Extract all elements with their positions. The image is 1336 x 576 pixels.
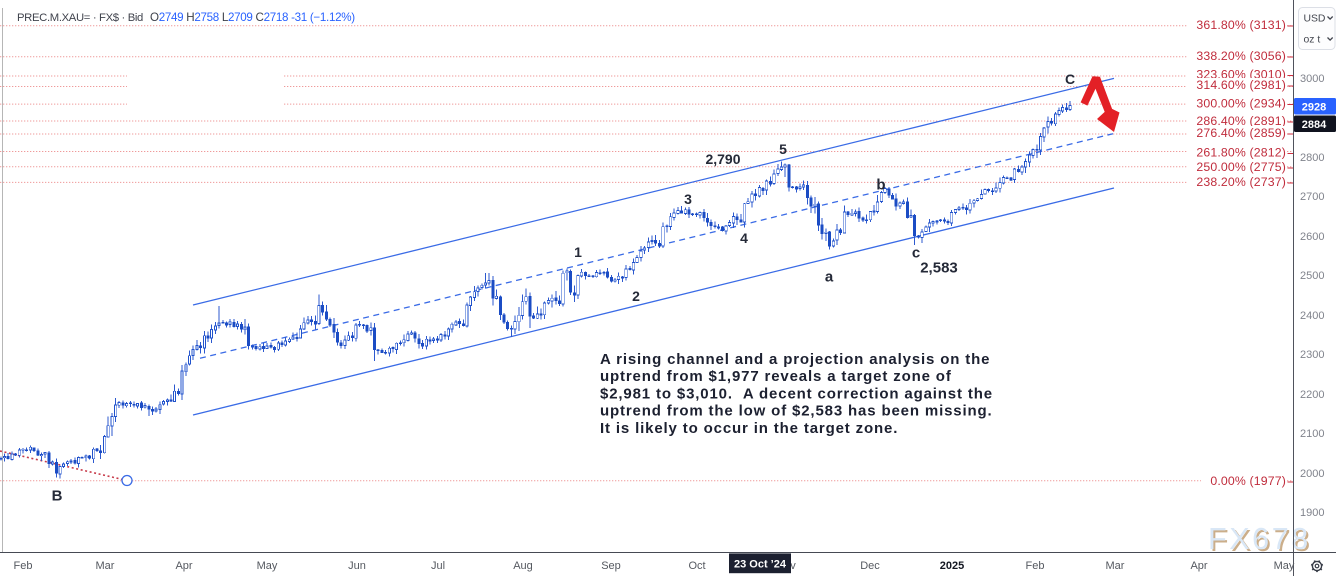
svg-text:2928: 2928 bbox=[1302, 102, 1326, 114]
svg-text:c: c bbox=[912, 244, 920, 261]
svg-text:3000: 3000 bbox=[1300, 73, 1324, 85]
svg-text:2,790: 2,790 bbox=[705, 151, 740, 167]
svg-text:Feb: Feb bbox=[1026, 560, 1045, 572]
svg-text:FX678: FX678 bbox=[1208, 522, 1311, 556]
svg-text:USD: USD bbox=[1304, 14, 1326, 25]
svg-text:2200: 2200 bbox=[1300, 389, 1324, 401]
svg-text:uptrend from the low of $2,583: uptrend from the low of $2,583 has been … bbox=[600, 403, 993, 420]
svg-text:Dec: Dec bbox=[860, 560, 880, 572]
svg-text:Oct: Oct bbox=[688, 560, 705, 572]
svg-text:2300: 2300 bbox=[1300, 349, 1324, 361]
svg-text:Sep: Sep bbox=[601, 560, 621, 572]
svg-text:It is likely to occur in the t: It is likely to occur in the target zone… bbox=[600, 420, 898, 437]
svg-text:$2,981 to $3,010. A decent co: $2,981 to $3,010. A decent correction ag… bbox=[600, 385, 993, 402]
svg-text:a: a bbox=[825, 268, 834, 285]
svg-text:2: 2 bbox=[632, 288, 640, 304]
svg-text:Mar: Mar bbox=[96, 560, 115, 572]
svg-text:2025: 2025 bbox=[940, 560, 964, 572]
svg-text:3: 3 bbox=[684, 191, 692, 207]
svg-text:May: May bbox=[1274, 560, 1295, 572]
svg-text:Apr: Apr bbox=[1190, 560, 1207, 572]
svg-text:Jul: Jul bbox=[431, 560, 445, 572]
svg-text:238.20% (2737): 238.20% (2737) bbox=[1196, 175, 1286, 189]
svg-text:300.00% (2934): 300.00% (2934) bbox=[1196, 97, 1286, 111]
svg-text:276.40% (2859): 276.40% (2859) bbox=[1196, 126, 1286, 140]
svg-text:2000: 2000 bbox=[1300, 468, 1324, 480]
svg-text:0.00% (1977): 0.00% (1977) bbox=[1210, 474, 1286, 488]
svg-text:4: 4 bbox=[740, 230, 748, 246]
svg-text:2700: 2700 bbox=[1300, 191, 1324, 203]
svg-text:A rising channel and a project: A rising channel and a projection analys… bbox=[600, 351, 990, 368]
svg-text:2400: 2400 bbox=[1300, 310, 1324, 322]
svg-text:23 Oct ’24: 23 Oct ’24 bbox=[734, 559, 787, 571]
svg-text:1: 1 bbox=[574, 244, 582, 260]
svg-text:Jun: Jun bbox=[348, 560, 366, 572]
svg-text:B: B bbox=[52, 487, 63, 504]
svg-text:2600: 2600 bbox=[1300, 231, 1324, 243]
svg-text:C: C bbox=[1065, 71, 1075, 87]
svg-text:2884: 2884 bbox=[1302, 119, 1327, 131]
svg-text:Aug: Aug bbox=[513, 560, 533, 572]
svg-text:uptrend from $1,977 reveals a: uptrend from $1,977 reveals a target zon… bbox=[600, 368, 952, 385]
svg-text:361.80% (3131): 361.80% (3131) bbox=[1196, 18, 1286, 32]
svg-text:314.60% (2981): 314.60% (2981) bbox=[1196, 78, 1286, 92]
svg-text:2500: 2500 bbox=[1300, 270, 1324, 282]
svg-text:2800: 2800 bbox=[1300, 152, 1324, 164]
svg-text:1900: 1900 bbox=[1300, 507, 1324, 519]
svg-text:Mar: Mar bbox=[1106, 560, 1125, 572]
svg-text:250.00% (2775): 250.00% (2775) bbox=[1196, 160, 1286, 174]
svg-text:Feb: Feb bbox=[14, 560, 33, 572]
svg-text:oz t: oz t bbox=[1304, 35, 1321, 46]
svg-text:2100: 2100 bbox=[1300, 428, 1324, 440]
svg-text:286.40% (2891): 286.40% (2891) bbox=[1196, 114, 1286, 128]
svg-text:5: 5 bbox=[779, 141, 787, 157]
svg-text:b: b bbox=[876, 176, 885, 193]
svg-text:338.20% (3056): 338.20% (3056) bbox=[1196, 49, 1286, 63]
svg-text:261.80% (2812): 261.80% (2812) bbox=[1196, 146, 1286, 160]
svg-text:PREC.M.XAU= · FX$ · Bid: PREC.M.XAU= · FX$ · Bid bbox=[17, 12, 143, 24]
svg-text:O2749 H2758 L2709 C2718 -31 (−: O2749 H2758 L2709 C2718 -31 (−1.12%) bbox=[150, 11, 355, 24]
svg-text:May: May bbox=[257, 560, 278, 572]
svg-text:Apr: Apr bbox=[175, 560, 192, 572]
svg-text:2,583: 2,583 bbox=[920, 259, 958, 276]
